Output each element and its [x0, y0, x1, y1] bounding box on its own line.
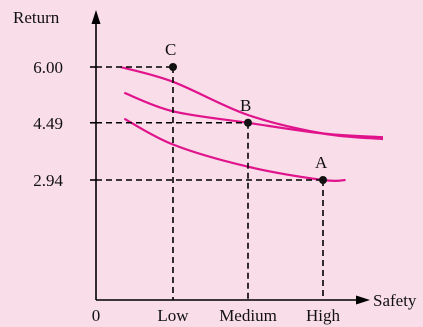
- indifference-curve-1: [120, 65, 384, 141]
- x-axis-arrow: [356, 295, 370, 305]
- x-tick-label-high: High: [306, 306, 341, 325]
- point-label-a: A: [315, 153, 328, 172]
- marks: C 6.00 B 4.49 A 2.94 Low Medium High: [33, 40, 340, 325]
- y-axis-title: Return: [13, 8, 60, 27]
- axes: Return Safety 0: [13, 8, 417, 325]
- y-tick-label: 2.94: [33, 171, 63, 190]
- y-tick-label: 4.49: [33, 114, 63, 133]
- point-label-c: C: [165, 40, 176, 59]
- y-tick-label: 6.00: [33, 58, 63, 77]
- indifference-curve-3: [123, 117, 346, 183]
- indifference-curve-2: [123, 91, 384, 139]
- point-b: [244, 118, 252, 127]
- x-tick-label-medium: Medium: [219, 306, 277, 325]
- x-axis-title: Safety: [373, 291, 417, 310]
- point-c: [169, 63, 177, 71]
- point-a: [319, 176, 327, 184]
- guides: [90, 66, 324, 300]
- x-tick-label-low: Low: [157, 306, 189, 325]
- origin-label: 0: [92, 306, 101, 325]
- point-label-b: B: [240, 96, 251, 115]
- y-axis-arrow: [91, 10, 101, 24]
